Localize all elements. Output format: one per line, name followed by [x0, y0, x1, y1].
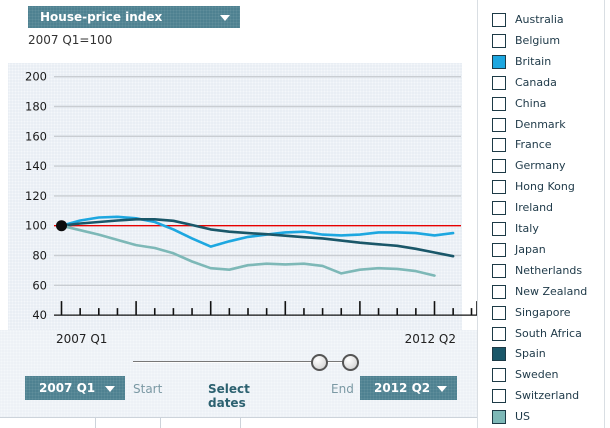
checkbox-unchecked-icon[interactable]	[492, 117, 506, 132]
date-range-slider-track[interactable]	[133, 361, 357, 363]
country-label: Italy	[515, 222, 539, 235]
country-label: Denmark	[515, 117, 566, 131]
svg-text:180: 180	[25, 100, 47, 114]
country-label: Sweden	[515, 368, 559, 382]
country-label: New Zealand	[515, 284, 588, 298]
svg-text:100: 100	[25, 219, 47, 233]
country-row-south-africa[interactable]: South Africa	[478, 324, 604, 345]
country-label: Germany	[515, 159, 566, 173]
country-label: Ireland	[515, 201, 554, 215]
country-row-france[interactable]: France	[478, 135, 604, 156]
start-date-dropdown-label: 2007 Q1	[39, 381, 96, 395]
checkbox-unchecked-icon[interactable]	[492, 33, 506, 48]
country-label: Britain	[515, 54, 552, 68]
checkbox-unchecked-icon[interactable]	[492, 180, 506, 195]
checkbox-unchecked-icon[interactable]	[492, 13, 506, 27]
country-row-italy[interactable]: Italy	[478, 219, 604, 240]
svg-text:120: 120	[25, 189, 47, 203]
country-label: Australia	[515, 13, 564, 26]
checkbox-checked-icon[interactable]	[492, 347, 506, 362]
country-label: US	[515, 410, 531, 424]
x-axis-end-label: 2012 Q2	[404, 332, 456, 346]
end-label: End	[331, 382, 354, 396]
svg-text:140: 140	[25, 159, 47, 173]
country-label: Hong Kong	[515, 180, 575, 194]
country-row-new-zealand[interactable]: New Zealand	[478, 282, 604, 303]
checkbox-unchecked-icon[interactable]	[492, 305, 506, 320]
country-label: Japan	[515, 242, 546, 256]
metric-dropdown[interactable]: House-price index	[28, 6, 240, 28]
chevron-down-icon	[437, 386, 447, 392]
checkbox-unchecked-icon[interactable]	[492, 284, 506, 299]
country-label: Belgium	[515, 33, 561, 47]
country-label: Canada	[515, 75, 557, 89]
svg-text:40: 40	[32, 308, 47, 322]
country-row-japan[interactable]: Japan	[478, 240, 604, 261]
svg-text:160: 160	[25, 129, 47, 143]
checkbox-unchecked-icon[interactable]	[492, 222, 506, 236]
country-row-germany[interactable]: Germany	[478, 156, 604, 177]
country-label: Switzerland	[515, 389, 580, 403]
checkbox-unchecked-icon[interactable]	[492, 389, 506, 404]
country-row-china[interactable]: China	[478, 94, 604, 115]
chevron-down-icon	[220, 15, 230, 21]
country-row-britain[interactable]: Britain	[478, 52, 604, 73]
checkbox-unchecked-icon[interactable]	[492, 242, 506, 257]
slider-handle-end[interactable]	[342, 354, 359, 371]
index-base-note: 2007 Q1=100	[28, 33, 113, 47]
checkbox-unchecked-icon[interactable]	[492, 263, 506, 278]
checkbox-unchecked-icon[interactable]	[492, 326, 506, 341]
country-row-netherlands[interactable]: Netherlands	[478, 261, 604, 282]
end-date-dropdown[interactable]: 2012 Q2	[360, 376, 457, 400]
country-label: France	[515, 138, 552, 152]
end-date-dropdown-label: 2012 Q2	[374, 381, 431, 395]
country-row-sweden[interactable]: Sweden	[478, 365, 604, 386]
svg-text:60: 60	[32, 278, 47, 292]
controls-area-background	[0, 330, 477, 417]
chart-canvas: 200 180 160 140 120 100 80 60 40	[25, 70, 478, 322]
svg-text:200: 200	[25, 70, 47, 84]
country-row-us[interactable]: US	[478, 407, 604, 428]
country-row-denmark[interactable]: Denmark	[478, 115, 604, 136]
start-label: Start	[133, 382, 163, 396]
checkbox-checked-icon[interactable]	[492, 410, 506, 425]
country-row-ireland[interactable]: Ireland	[478, 198, 604, 219]
country-label: Spain	[515, 347, 546, 361]
country-label: South Africa	[515, 326, 582, 340]
checkbox-unchecked-icon[interactable]	[492, 75, 506, 90]
slider-handle-start[interactable]	[311, 354, 328, 371]
data-table-fragment	[0, 417, 477, 428]
country-row-singapore[interactable]: Singapore	[478, 303, 604, 324]
country-row-belgium[interactable]: Belgium	[478, 31, 604, 52]
checkbox-unchecked-icon[interactable]	[492, 368, 506, 383]
x-axis-start-label: 2007 Q1	[56, 332, 108, 346]
select-dates-heading: Select dates	[208, 382, 250, 410]
country-row-spain[interactable]: Spain	[478, 344, 604, 365]
country-row-australia[interactable]: Australia	[478, 10, 604, 31]
country-row-switzerland[interactable]: Switzerland	[478, 386, 604, 407]
checkbox-unchecked-icon[interactable]	[492, 138, 506, 153]
svg-text:80: 80	[32, 249, 47, 263]
checkbox-checked-icon[interactable]	[492, 54, 506, 69]
country-label: Netherlands	[515, 263, 583, 277]
start-date-dropdown[interactable]: 2007 Q1	[25, 376, 125, 400]
checkbox-unchecked-icon[interactable]	[492, 96, 506, 111]
country-checkbox-list: Australia Belgium Britain Canada China Denmar…	[477, 0, 605, 428]
country-label: China	[515, 96, 547, 110]
chevron-down-icon	[105, 386, 115, 392]
country-row-hong-kong[interactable]: Hong Kong	[478, 177, 604, 198]
country-label: Singapore	[515, 305, 571, 319]
checkbox-unchecked-icon[interactable]	[492, 201, 506, 216]
checkbox-unchecked-icon[interactable]	[492, 159, 506, 174]
metric-dropdown-label: House-price index	[40, 10, 163, 24]
country-row-canada[interactable]: Canada	[478, 73, 604, 94]
